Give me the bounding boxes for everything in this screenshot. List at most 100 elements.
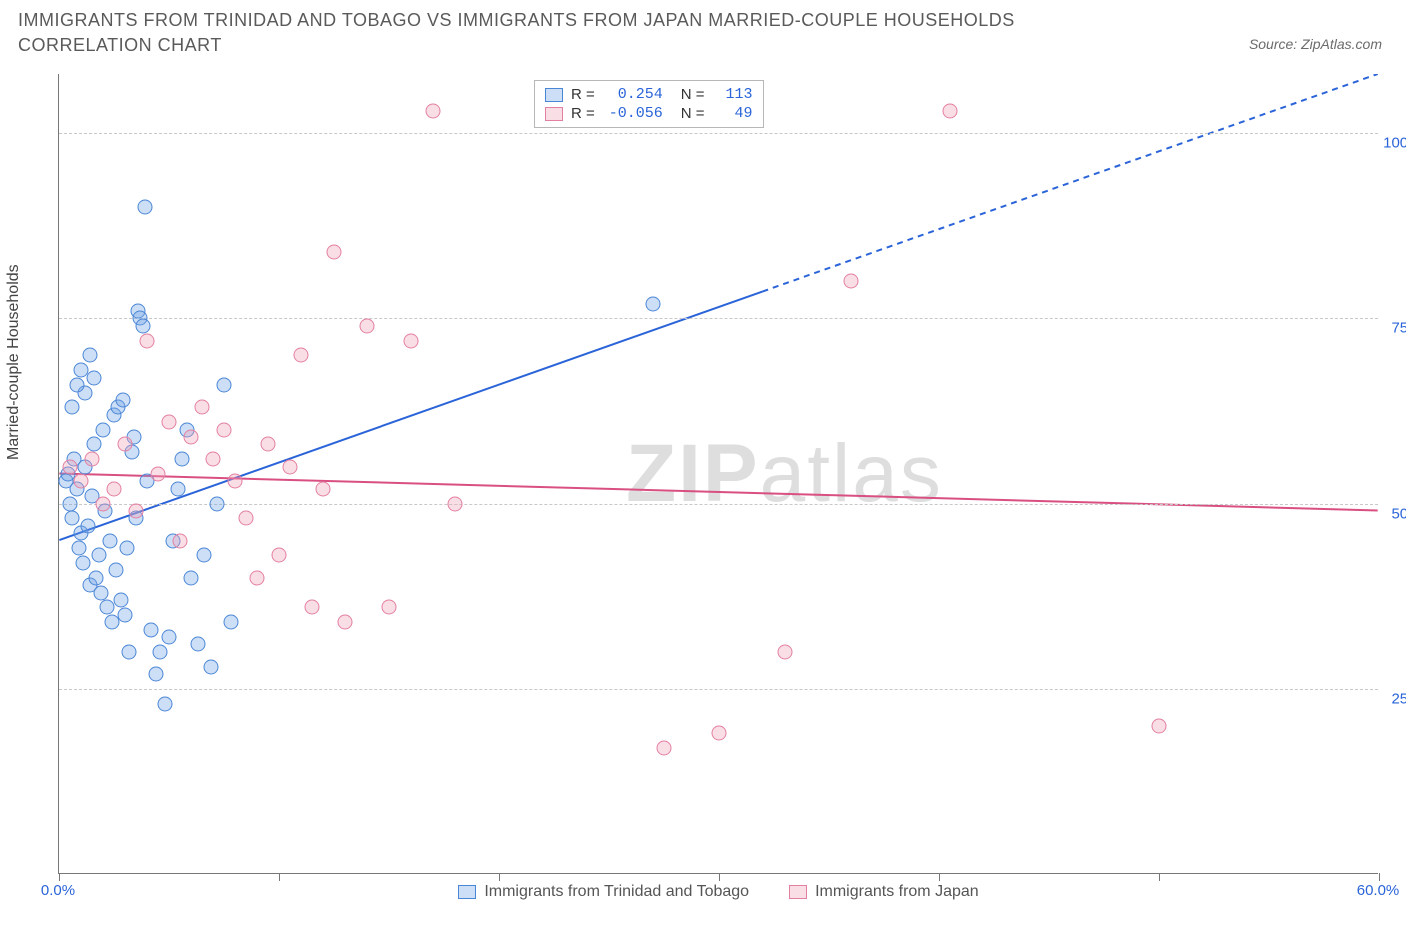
data-point	[80, 518, 95, 533]
data-point	[162, 629, 177, 644]
data-point	[151, 467, 166, 482]
data-point	[195, 400, 210, 415]
gridline	[59, 133, 1378, 134]
x-tick-label: 0.0%	[41, 882, 75, 899]
data-point	[96, 496, 111, 511]
data-point	[96, 422, 111, 437]
data-point	[305, 600, 320, 615]
data-point	[162, 415, 177, 430]
stats-legend: R =0.254N =113R =-0.056N =49	[534, 80, 764, 128]
data-point	[107, 481, 122, 496]
data-point	[157, 696, 172, 711]
data-point	[250, 570, 265, 585]
data-point	[63, 459, 78, 474]
legend-swatch	[545, 107, 563, 121]
data-point	[135, 318, 150, 333]
data-point	[85, 452, 100, 467]
data-point	[153, 644, 168, 659]
data-point	[118, 607, 133, 622]
data-point	[144, 622, 159, 637]
data-point	[404, 333, 419, 348]
data-point	[844, 274, 859, 289]
data-point	[316, 481, 331, 496]
data-point	[197, 548, 212, 563]
data-point	[69, 378, 84, 393]
data-point	[778, 644, 793, 659]
data-point	[206, 452, 221, 467]
legend-item: Immigrants from Japan	[789, 883, 979, 901]
data-point	[382, 600, 397, 615]
data-point	[943, 104, 958, 119]
stats-row: R =-0.056N =49	[545, 104, 753, 123]
gridline	[59, 504, 1378, 505]
data-point	[360, 318, 375, 333]
y-tick-label: 100.0%	[1378, 135, 1406, 152]
data-point	[223, 615, 238, 630]
data-point	[217, 378, 232, 393]
data-point	[93, 585, 108, 600]
y-tick-label: 50.0%	[1378, 505, 1406, 522]
data-point	[173, 533, 188, 548]
legend-label: Immigrants from Trinidad and Tobago	[484, 883, 749, 901]
x-tick	[719, 873, 720, 881]
data-point	[148, 667, 163, 682]
data-point	[74, 474, 89, 489]
data-point	[184, 570, 199, 585]
data-point	[203, 659, 218, 674]
data-point	[122, 644, 137, 659]
chart-title: IMMIGRANTS FROM TRINIDAD AND TOBAGO VS I…	[18, 8, 1118, 58]
data-point	[65, 511, 80, 526]
data-point	[657, 741, 672, 756]
data-point	[426, 104, 441, 119]
y-axis-label: Married-couple Households	[5, 264, 23, 460]
y-tick-label: 75.0%	[1378, 320, 1406, 337]
legend-swatch	[458, 885, 476, 899]
source-label: Source: ZipAtlas.com	[1249, 36, 1382, 52]
data-point	[87, 437, 102, 452]
x-tick	[279, 873, 280, 881]
data-point	[140, 333, 155, 348]
data-point	[261, 437, 276, 452]
data-point	[175, 452, 190, 467]
data-point	[120, 541, 135, 556]
legend-item: Immigrants from Trinidad and Tobago	[458, 883, 749, 901]
data-point	[170, 481, 185, 496]
data-point	[137, 200, 152, 215]
x-tick-label: 60.0%	[1357, 882, 1400, 899]
data-point	[217, 422, 232, 437]
data-point	[1152, 718, 1167, 733]
data-point	[228, 474, 243, 489]
x-tick	[1159, 873, 1160, 881]
data-point	[448, 496, 463, 511]
data-point	[646, 296, 661, 311]
x-tick	[1379, 873, 1380, 881]
legend-swatch	[789, 885, 807, 899]
data-point	[102, 533, 117, 548]
data-point	[338, 615, 353, 630]
data-point	[283, 459, 298, 474]
watermark: ZIPatlas	[626, 427, 943, 521]
data-point	[113, 592, 128, 607]
y-tick-label: 25.0%	[1378, 690, 1406, 707]
legend-swatch	[545, 88, 563, 102]
data-point	[272, 548, 287, 563]
stats-row: R =0.254N =113	[545, 85, 753, 104]
data-point	[327, 244, 342, 259]
data-point	[129, 504, 144, 519]
data-point	[87, 370, 102, 385]
data-point	[239, 511, 254, 526]
data-point	[71, 541, 86, 556]
data-point	[294, 348, 309, 363]
data-point	[118, 437, 133, 452]
gridline	[59, 689, 1378, 690]
data-point	[76, 555, 91, 570]
data-point	[109, 563, 124, 578]
data-point	[210, 496, 225, 511]
plot-area: ZIPatlas R =0.254N =113R =-0.056N =49 Im…	[58, 74, 1378, 874]
data-point	[115, 392, 130, 407]
trend-lines	[59, 74, 1378, 873]
x-tick	[939, 873, 940, 881]
data-point	[712, 726, 727, 741]
data-point	[63, 496, 78, 511]
series-legend: Immigrants from Trinidad and Tobago Immig…	[59, 883, 1378, 901]
